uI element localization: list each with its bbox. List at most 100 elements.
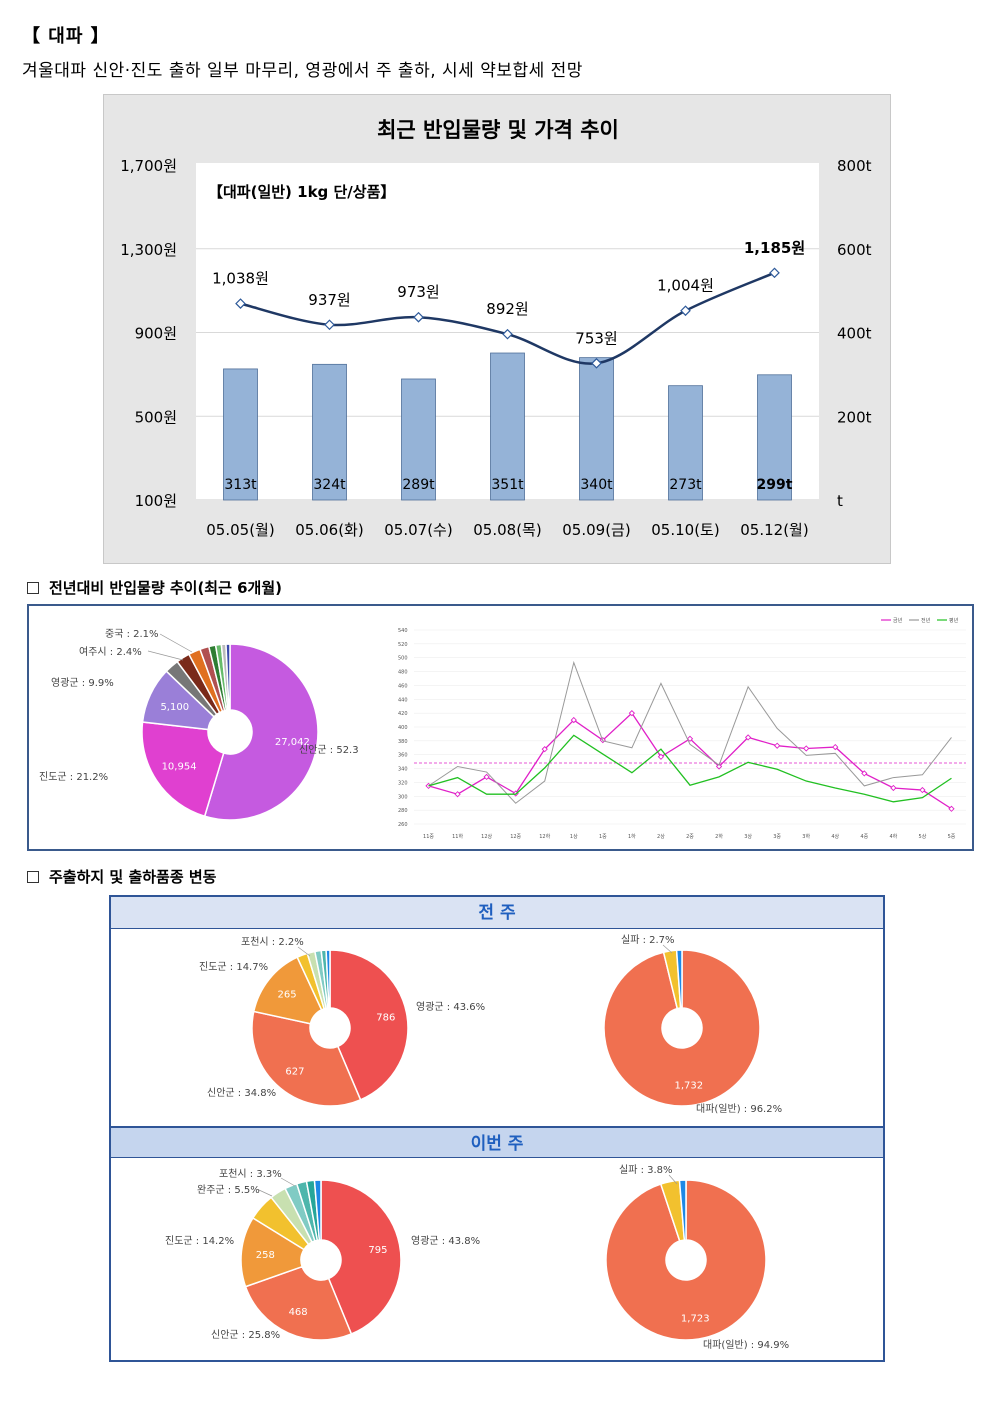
pie-category-label: 영광군 : 9.9% [51, 677, 114, 689]
trend-marker [774, 742, 781, 749]
pie-value-label: 786 [376, 1013, 395, 1024]
pie-value-label: 265 [278, 990, 297, 1001]
pie-value-label: 5,100 [160, 702, 189, 713]
x-category-label: 05.07(수) [384, 521, 452, 539]
volume-label: 340t [580, 477, 613, 493]
trend-x-tick: 1상 [570, 833, 578, 840]
prev-week-band: 전 주 [111, 897, 883, 929]
left-tick-label: 500원 [135, 408, 177, 426]
trend-series-line [428, 660, 952, 804]
pie-slice [225, 643, 231, 711]
trend-x-tick: 11중 [423, 834, 434, 840]
leader-line [662, 944, 673, 954]
pie-category-label: 여주시 : 2.4% [79, 646, 142, 658]
section-description: 겨울대파 신안·진도 출하 일부 마무리, 영광에서 주 출하, 시세 약보합세… [22, 61, 583, 81]
right-tick-label: 400t [837, 325, 872, 343]
x-category-label: 05.05(월) [206, 521, 274, 539]
pie-category-label: 중국 : 2.1% [105, 628, 159, 640]
pie-value-label: 468 [289, 1307, 308, 1318]
volume-label: 351t [491, 477, 524, 493]
pie-slice [675, 949, 683, 1009]
x-category-label: 05.12(월) [740, 521, 808, 539]
trend-y-tick: 520 [398, 642, 408, 648]
x-category-label: 05.10(토) [651, 521, 719, 539]
price-marker [324, 319, 335, 331]
x-category-label: 05.09(금) [562, 521, 630, 539]
pie-slice [605, 1179, 767, 1341]
pie-category-label: 포천시 : 3.3% [219, 1168, 282, 1180]
ship-heading: 주출하지 및 출하품종 변동 [27, 866, 216, 887]
trend-marker [715, 763, 723, 770]
legend-label: 금년 [893, 617, 903, 624]
trend-x-tick: 2상 [657, 833, 665, 840]
left-tick-label: 900원 [135, 325, 177, 343]
pie-slice [141, 721, 225, 818]
price-marker [591, 357, 602, 369]
this-week-band: 이번 주 [111, 1126, 883, 1158]
trend-marker [570, 716, 577, 724]
leader-line [280, 1177, 296, 1187]
volume-bar [312, 363, 347, 501]
pie-slice [240, 1216, 306, 1288]
trend-x-tick: 11하 [452, 833, 463, 840]
right-tick-label: 800t [837, 157, 872, 175]
trend-marker [657, 753, 665, 760]
pie-category-label: 신안군 : 52.3% [299, 744, 359, 756]
trend-series-line [428, 734, 952, 803]
trend-y-tick: 440 [398, 697, 408, 703]
price-label: 1,038원 [212, 270, 269, 288]
trend-x-tick: 5중 [948, 834, 956, 840]
pie-category-label: 영광군 : 43.8% [411, 1235, 480, 1247]
volume-bar [401, 378, 436, 501]
trend-marker [861, 770, 868, 777]
trend-y-tick: 480 [398, 670, 408, 676]
checkbox-square-icon [27, 582, 39, 594]
pie-value-label: 627 [285, 1066, 304, 1077]
leader-line [258, 1189, 273, 1197]
volume-bar [490, 352, 525, 501]
volume-bar [579, 357, 614, 501]
volume-bar [757, 374, 792, 501]
volume-label: 299t [757, 477, 793, 493]
trend-x-tick: 4상 [831, 833, 839, 840]
left-tick-label: 1,300원 [120, 241, 177, 259]
pie-category-label: 포천시 : 2.2% [241, 936, 304, 948]
volume-label: 273t [669, 477, 702, 493]
left-tick-label: 100원 [135, 492, 177, 510]
yoy-heading-text: 전년대비 반입물량 추이(최근 6개월) [49, 579, 283, 597]
pie-slice [329, 949, 409, 1101]
yoy-heading: 전년대비 반입물량 추이(최근 6개월) [27, 577, 282, 598]
trend-y-tick: 300 [398, 794, 408, 800]
pie-category-label: 진도군 : 14.7% [199, 961, 268, 973]
legend-label: 전년 [921, 617, 931, 624]
trend-marker [541, 746, 548, 753]
trend-marker [890, 784, 897, 792]
pie-category-label: 진도군 : 14.2% [165, 1235, 234, 1247]
trend-marker [948, 805, 955, 812]
legend-label: 평년 [949, 617, 959, 624]
pie-category-label: 신안군 : 25.8% [211, 1329, 280, 1341]
pie-category-label: 실파 : 3.8% [619, 1164, 673, 1176]
leader-line [297, 946, 311, 957]
trend-marker [483, 773, 490, 781]
volume-label: 289t [402, 477, 435, 493]
trend-x-tick: 12중 [510, 834, 521, 840]
trend-y-tick: 540 [398, 628, 408, 634]
trend-y-tick: 500 [398, 656, 408, 662]
prev-week-charts: 786 627 265 영광군 : 43.6% 신안군 : 34.8% 진도군 : 14.… [199, 934, 782, 1115]
volume-bar [668, 385, 703, 501]
trend-y-tick: 460 [398, 683, 408, 689]
right-tick-label: 200t [837, 408, 872, 426]
price-label: 753원 [575, 329, 617, 347]
pie-category-label: 완주군 : 5.5% [197, 1184, 260, 1196]
pie-value-label: 10,954 [162, 762, 197, 773]
volume-label: 324t [313, 477, 346, 493]
pie-category-label: 신안군 : 34.8% [207, 1087, 276, 1099]
pie-slice [251, 1010, 362, 1107]
volume-label: 313t [224, 477, 257, 493]
trend-marker [919, 786, 926, 794]
ship-heading-text: 주출하지 및 출하품종 변동 [49, 868, 217, 886]
pie-value-label: 795 [368, 1245, 387, 1256]
leader-line [159, 633, 193, 653]
origin-pie-chart: 27,042 10,954 5,100 신안군 : 52.3% 진도군 : 21.2% 영… [39, 628, 359, 821]
